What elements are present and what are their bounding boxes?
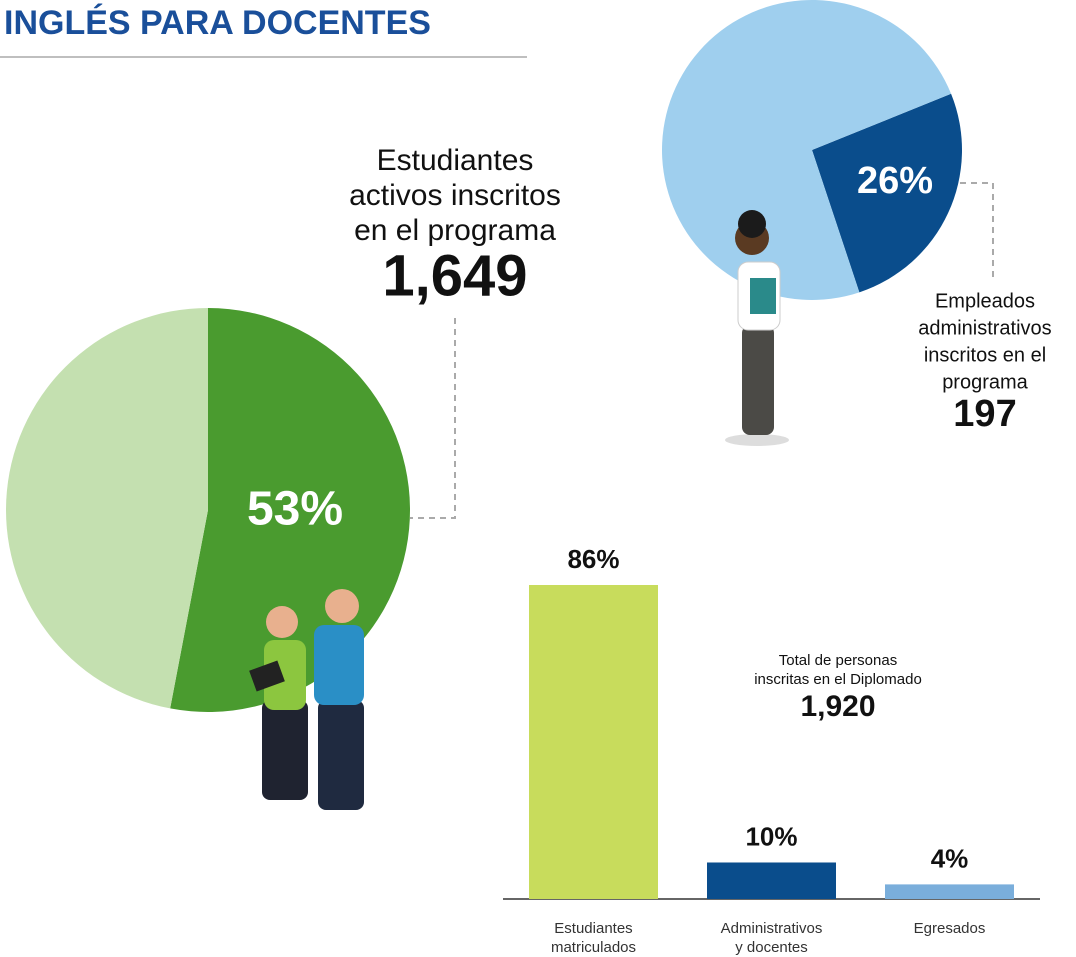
infographic: INGLÉS PARA DOCENTES 86% Estudiantes matri… bbox=[0, 0, 1076, 957]
bar bbox=[707, 862, 836, 899]
bar-value-label: 86% bbox=[567, 544, 619, 574]
connector bbox=[410, 318, 455, 518]
bar bbox=[529, 585, 658, 899]
total-value: 197 bbox=[953, 393, 1016, 435]
caption-line: programa bbox=[942, 371, 1028, 393]
caption-line: Empleados bbox=[935, 290, 1035, 312]
bar-value-label: 4% bbox=[931, 843, 969, 873]
category-label: Administrativos bbox=[721, 920, 823, 937]
category-label: Estudiantes bbox=[554, 920, 632, 937]
bar-value-label: 10% bbox=[745, 821, 797, 851]
bar bbox=[885, 884, 1014, 899]
caption-line: inscritos en el bbox=[924, 344, 1046, 366]
category-label: matriculados bbox=[551, 939, 636, 956]
connector bbox=[960, 183, 993, 278]
slice-label: 26% bbox=[857, 160, 933, 202]
category-label: y docentes bbox=[735, 939, 808, 956]
caption-line: Total de personas bbox=[779, 652, 897, 669]
caption-line: inscritas en el Diplomado bbox=[754, 671, 922, 688]
pie-slice bbox=[6, 308, 208, 708]
caption-line: administrativos bbox=[918, 317, 1051, 339]
total-value: 1,920 bbox=[800, 690, 875, 723]
caption-line: activos inscritos bbox=[349, 179, 561, 212]
page-title: INGLÉS PARA DOCENTES bbox=[4, 4, 431, 42]
caption-line: en el programa bbox=[354, 214, 556, 247]
slice-label: 53% bbox=[247, 483, 343, 536]
caption-line: Estudiantes bbox=[377, 144, 534, 177]
pies bbox=[6, 0, 962, 712]
total-value: 1,649 bbox=[382, 243, 527, 308]
page: INGLÉS PARA DOCENTES 86% Estudiantes matri… bbox=[0, 0, 1076, 957]
category-label: Egresados bbox=[914, 920, 986, 937]
bar-chart: 86% Estudiantes matriculados 10% Administrat… bbox=[503, 544, 1040, 956]
